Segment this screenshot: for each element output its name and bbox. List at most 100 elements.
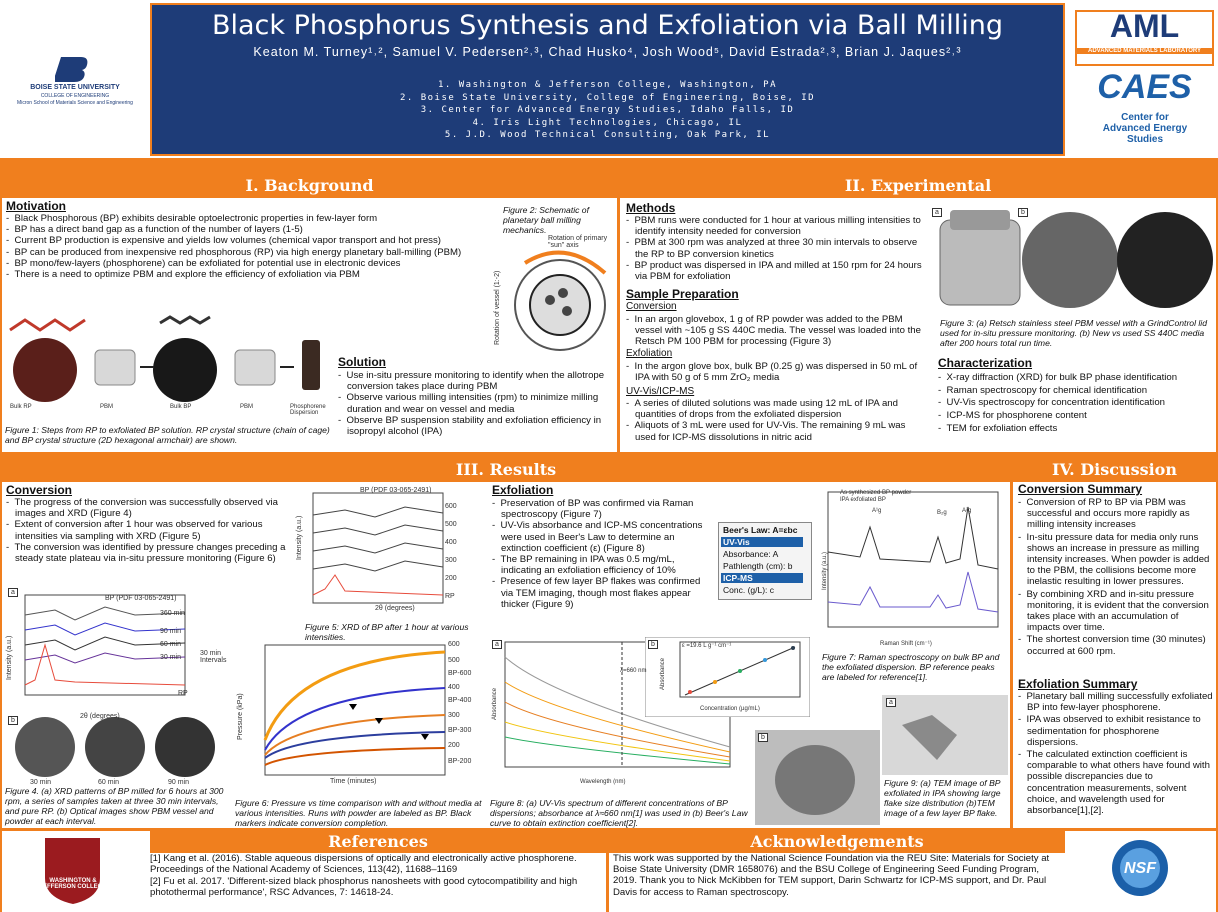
figure3-images bbox=[939, 210, 1213, 308]
affiliation: 2. Boise State University, College of En… bbox=[399, 92, 816, 103]
figure-label: RP bbox=[445, 593, 455, 600]
logo-text: WASHINGTON & JEFFERSON COLLEGE bbox=[39, 878, 107, 890]
bullet: Raman spectroscopy for chemical identifi… bbox=[938, 385, 1213, 396]
subheading: Methods bbox=[626, 201, 676, 215]
figure-label: 500 bbox=[448, 657, 460, 664]
nsf-logo bbox=[1112, 840, 1168, 896]
subheading: Sample Preparation bbox=[626, 287, 739, 301]
section-header: Acknowledgements bbox=[609, 831, 1065, 853]
figure-label: A²g bbox=[962, 508, 972, 514]
figure8b-beer bbox=[645, 637, 810, 717]
beer-law-text: Beer's Law: A=εbc bbox=[723, 525, 798, 535]
divider bbox=[0, 452, 1218, 458]
bullet: UV-Vis absorbance and ICP-MS concentrati… bbox=[492, 520, 714, 554]
subheading: Motivation bbox=[6, 199, 66, 213]
figure-label: λ=660 nm bbox=[620, 668, 647, 674]
figure-label: Intensity (a.u.) bbox=[6, 635, 13, 680]
bullet: The calculated extinction coefficient is… bbox=[1018, 749, 1213, 816]
subheading: UV-Vis/ICP-MS bbox=[626, 386, 695, 397]
affiliation: 3. Center for Advanced Energy Studies, I… bbox=[420, 105, 795, 115]
label: Phosphorene Dispersion bbox=[290, 404, 326, 416]
figure-label: BP (PDF 03-065-2491) bbox=[105, 595, 177, 602]
bullet: Use in-situ pressure monitoring to ident… bbox=[338, 370, 613, 392]
caption: Figure 7: Raman spectroscopy on bulk BP … bbox=[822, 652, 1000, 682]
figure-label: Absorbance bbox=[492, 687, 498, 720]
beer-law-text: Conc. (g/L): c bbox=[723, 585, 775, 595]
logo-text: CAES bbox=[1097, 68, 1192, 106]
figure-label: 360 min bbox=[160, 610, 185, 617]
divider bbox=[617, 174, 620, 454]
figure-label: 60 min bbox=[98, 779, 120, 786]
divider bbox=[0, 828, 1218, 831]
caption: Figure 3: (a) Retsch stainless steel PBM… bbox=[940, 318, 1207, 348]
bullet: The BP remaining in IPA was 0.5 mg/mL, i… bbox=[492, 554, 714, 576]
bullet: In an argon glovebox, 1 g of RP powder w… bbox=[626, 314, 926, 348]
figure9a-tem bbox=[882, 695, 1008, 775]
bullet: Extent of conversion after 1 hour was ob… bbox=[6, 519, 291, 541]
bullet-list: The progress of the conversion was succe… bbox=[6, 497, 291, 564]
figure-label: a bbox=[8, 588, 18, 597]
figure-label: 400 bbox=[445, 539, 457, 546]
figure-label: 60 min bbox=[160, 641, 182, 648]
figure9b-tem bbox=[755, 730, 880, 825]
divider bbox=[0, 158, 1218, 174]
section-header: II. Experimental bbox=[620, 174, 1216, 198]
bullet: Planetary ball milling successfully exfo… bbox=[1018, 691, 1213, 713]
figure-label: Intensity (a.u.) bbox=[296, 515, 303, 560]
caption: Figure 6: Pressure vs time comparison wi… bbox=[235, 798, 482, 828]
bullet-list: PBM runs were conducted for 1 hour at va… bbox=[626, 215, 926, 282]
bullet: BP has a direct band gap as a function o… bbox=[6, 224, 501, 235]
bullet-list: X-ray diffraction (XRD) for bulk BP phas… bbox=[938, 372, 1213, 436]
figure-label: BP-600 bbox=[448, 670, 472, 677]
subheading: Characterization bbox=[938, 356, 1033, 370]
figure-label: 90 min bbox=[160, 628, 182, 635]
figure-label: 90 min bbox=[168, 779, 190, 786]
caption: Figure 2: Schematic of planetary ball mi… bbox=[503, 205, 589, 235]
aml-logo-frame bbox=[1075, 10, 1214, 66]
bullet: A series of diluted solutions was made u… bbox=[626, 398, 926, 420]
figure-label: A¹g bbox=[872, 508, 882, 514]
divider bbox=[606, 831, 609, 912]
beers-law-box bbox=[718, 522, 812, 600]
figure4-xrd bbox=[24, 594, 186, 696]
section-header: III. Results bbox=[2, 458, 1010, 482]
beer-law-text: Absorbance: A bbox=[723, 549, 779, 559]
beer-law-text: ICP-MS bbox=[721, 573, 803, 583]
bullet-list: In an argon glovebox, 1 g of RP powder w… bbox=[626, 314, 926, 348]
label: Rotation of primary "sun" axis bbox=[548, 235, 608, 249]
figure-label: a bbox=[492, 640, 502, 649]
figure-label: 30 min Intervals bbox=[200, 650, 227, 664]
figure-label: 2θ (degrees) bbox=[80, 713, 120, 720]
bullet: In the argon glove box, bulk BP (0.25 g)… bbox=[626, 361, 926, 383]
logo-text: NSF bbox=[1124, 860, 1156, 877]
figure-label: BP-200 bbox=[448, 758, 472, 765]
figure-label: RP bbox=[178, 690, 188, 697]
figure5-xrd bbox=[312, 492, 444, 604]
bullet-list: Black Phosphorous (BP) exhibits desirabl… bbox=[6, 213, 501, 280]
figure-label: 30 min bbox=[160, 654, 182, 661]
authors: Keaton M. Turney¹˒², Samuel V. Pedersen²… bbox=[253, 45, 962, 59]
caption: Figure 5: XRD of BP after 1 hour at vari… bbox=[305, 622, 469, 642]
figure6-pressure bbox=[263, 644, 446, 776]
figure7-raman bbox=[827, 491, 999, 628]
title-box bbox=[150, 3, 1065, 156]
figure-label: Raman Shift (cm⁻¹) bbox=[880, 641, 932, 647]
subheading: Conversion Summary bbox=[1018, 482, 1143, 496]
label: Bulk BP bbox=[170, 404, 192, 410]
subheading: Conversion bbox=[6, 483, 73, 497]
bullet: Preservation of BP was confirmed via Ram… bbox=[492, 498, 714, 520]
bullet-list: In the argon glove box, bulk BP (0.25 g)… bbox=[626, 361, 926, 383]
section-header: I. Background bbox=[2, 174, 617, 198]
affiliation: 5. J.D. Wood Technical Consulting, Oak P… bbox=[444, 130, 771, 140]
bullet: The conversion was identified by pressur… bbox=[6, 542, 291, 564]
figure1-images bbox=[9, 315, 320, 402]
caption: Figure 4. (a) XRD patterns of BP milled … bbox=[5, 786, 224, 826]
bullet-list: Conversion of RP to BP via PBM was succe… bbox=[1018, 497, 1213, 658]
figure-label: Wavelength (nm) bbox=[580, 779, 626, 785]
logo-text: ADVANCED MATERIALS LABORATORY bbox=[1077, 48, 1212, 54]
affiliation: 4. Iris Light Technologies, Chicago, IL bbox=[472, 117, 743, 128]
figure-label: 300 bbox=[448, 712, 460, 719]
